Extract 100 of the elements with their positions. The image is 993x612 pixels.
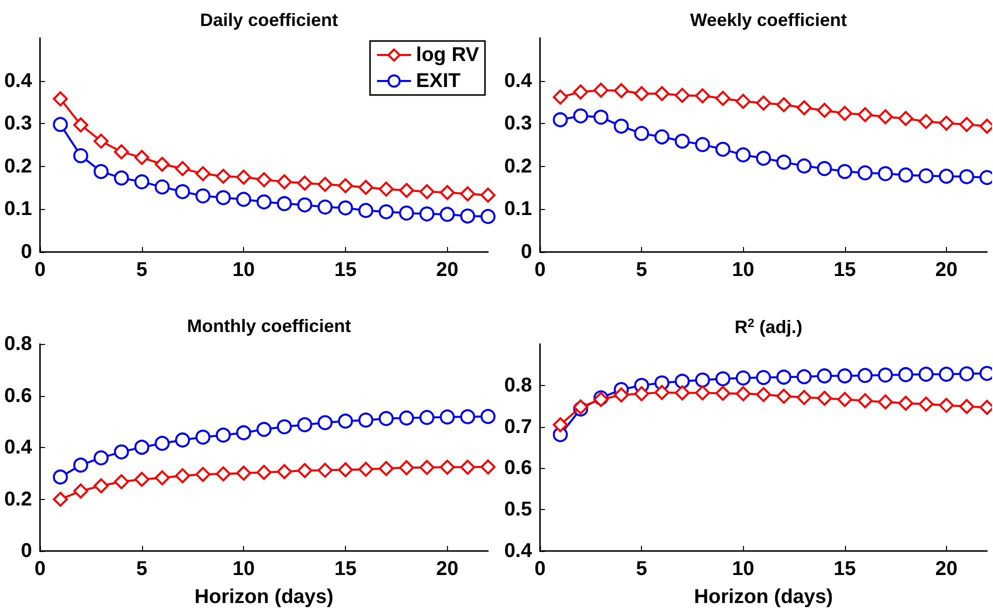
point (419, 184, 434, 200)
point (318, 176, 333, 192)
point (858, 393, 873, 408)
point (399, 182, 414, 198)
point (276, 419, 292, 434)
point (816, 161, 832, 176)
point (552, 417, 568, 432)
point (276, 464, 292, 480)
point (898, 367, 914, 382)
x-axis-title: Horizon (days) (194, 586, 334, 608)
legend-label: log RV (416, 44, 480, 66)
point (858, 165, 873, 180)
y-tick-label: 0.1 (504, 198, 532, 220)
point (796, 100, 812, 116)
point (614, 83, 629, 98)
point (634, 386, 650, 402)
point (674, 88, 690, 103)
y-tick-label: 0.8 (4, 333, 32, 355)
point (378, 204, 394, 220)
point (52, 116, 68, 132)
point (614, 387, 629, 402)
point (134, 150, 150, 165)
point (73, 117, 88, 132)
y-tick-label: 0 (20, 540, 32, 562)
point (695, 137, 710, 152)
point (276, 196, 292, 212)
point (837, 164, 852, 180)
point (297, 417, 312, 432)
point (216, 466, 231, 482)
point (440, 409, 455, 424)
point (358, 462, 374, 477)
point (878, 109, 893, 124)
point (898, 167, 914, 182)
point (114, 474, 129, 490)
point (419, 206, 434, 222)
point (318, 200, 333, 215)
point (399, 460, 414, 476)
point (736, 147, 751, 162)
point (297, 197, 312, 212)
point (776, 154, 792, 170)
point (134, 472, 150, 487)
y-tick-label: 0.8 (504, 374, 532, 396)
point (959, 399, 974, 414)
point (419, 460, 434, 475)
point (816, 390, 832, 406)
point (959, 366, 974, 382)
point (175, 432, 190, 448)
point (236, 170, 252, 185)
point (858, 368, 873, 383)
point (52, 91, 68, 106)
point (256, 422, 272, 437)
y-tick-label: 0.2 (4, 155, 32, 178)
point (460, 208, 476, 224)
y-tick-label: 0.2 (504, 155, 532, 178)
point (736, 386, 751, 402)
point (695, 372, 710, 388)
point (480, 208, 496, 224)
legend-label: EXIT (416, 70, 460, 92)
point (674, 134, 690, 149)
point (654, 384, 670, 400)
point (878, 394, 893, 410)
point (216, 428, 231, 443)
point (796, 158, 812, 174)
point (816, 368, 832, 384)
point (94, 450, 109, 466)
chart-title: Daily coefficient (200, 10, 338, 30)
point (756, 150, 771, 166)
point (256, 172, 272, 188)
point (338, 414, 353, 429)
point (175, 184, 190, 200)
point (73, 148, 88, 164)
x-tick-label: 5 (136, 259, 148, 281)
point (756, 387, 771, 402)
point (175, 468, 190, 484)
point (94, 478, 109, 494)
point (460, 460, 476, 475)
point (195, 166, 210, 182)
point (276, 174, 292, 190)
point (674, 374, 690, 389)
point (114, 144, 129, 160)
point (715, 371, 730, 386)
point (480, 459, 496, 474)
point (460, 186, 476, 202)
y-tick-label: 0 (520, 241, 532, 263)
y-tick-label: 0.2 (4, 488, 32, 510)
point (756, 370, 771, 386)
point (816, 102, 832, 118)
point (440, 185, 455, 200)
point (195, 188, 210, 204)
point (593, 110, 608, 125)
point (114, 444, 129, 460)
point (918, 396, 934, 412)
point (154, 470, 170, 486)
x-tick-label: 20 (436, 558, 458, 580)
point (480, 188, 496, 203)
point (378, 182, 394, 197)
point (175, 161, 190, 176)
point (898, 110, 914, 126)
point (297, 463, 312, 478)
point (634, 86, 650, 102)
